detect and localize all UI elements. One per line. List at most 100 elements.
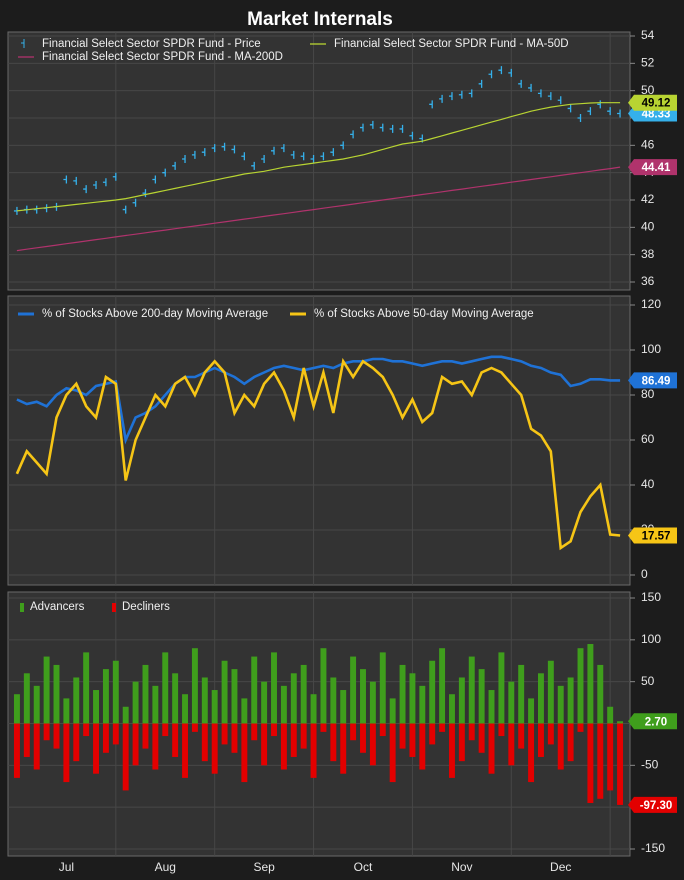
- bar: [231, 723, 238, 753]
- legend-swatch: [20, 603, 24, 612]
- price-bar: [152, 175, 157, 184]
- bar: [261, 681, 268, 724]
- value-tag-label: 2.70: [645, 716, 667, 728]
- bar: [320, 723, 327, 732]
- bar: [73, 677, 80, 724]
- price-bar: [439, 94, 443, 103]
- bar: [13, 723, 20, 778]
- bar: [429, 723, 436, 745]
- x-tick-label: Nov: [451, 860, 472, 874]
- bar: [419, 723, 426, 770]
- line: [16, 166, 621, 252]
- price-bar: [448, 92, 453, 101]
- legend-label: Financial Select Sector SPDR Fund - Pric…: [42, 38, 261, 50]
- price-bar: [132, 198, 137, 207]
- price-bar: [221, 142, 226, 151]
- bar: [617, 723, 624, 805]
- legend-label: Financial Select Sector SPDR Fund - MA-5…: [334, 38, 569, 50]
- price-bar: [83, 185, 87, 194]
- bar: [23, 673, 30, 724]
- bar: [498, 652, 505, 724]
- bar: [518, 664, 525, 724]
- bar: [597, 723, 604, 799]
- price-bar: [389, 124, 394, 133]
- y-tick-label: 54: [641, 28, 655, 42]
- bar: [547, 660, 554, 724]
- price-bar: [241, 152, 245, 161]
- bar: [468, 723, 475, 741]
- bar: [360, 723, 366, 753]
- x-tick-label: Jul: [59, 860, 74, 874]
- y-tick-label: -150: [641, 841, 665, 855]
- price-bar: [280, 144, 285, 153]
- price-bar: [567, 104, 572, 113]
- bar: [330, 677, 337, 724]
- bar: [280, 685, 287, 724]
- line: [16, 102, 621, 212]
- bar: [112, 723, 119, 745]
- value-tag: [628, 713, 677, 730]
- price-bar: [350, 130, 354, 139]
- bar: [162, 723, 169, 737]
- bar: [241, 698, 248, 724]
- bar: [290, 673, 297, 724]
- bar: [498, 723, 505, 737]
- bar: [152, 723, 159, 770]
- value-tag-label: 17.57: [642, 530, 671, 542]
- bar: [607, 723, 614, 791]
- bar: [300, 723, 307, 749]
- bar: [172, 673, 179, 724]
- bar: [261, 723, 268, 766]
- x-tick-label: Sep: [253, 860, 275, 874]
- price-bar: [369, 120, 374, 129]
- bar: [379, 652, 386, 724]
- bar: [478, 669, 485, 724]
- bar: [13, 694, 20, 724]
- x-tick-label: Oct: [354, 860, 373, 874]
- bar: [389, 698, 396, 724]
- bar: [528, 698, 535, 724]
- price-bar: [271, 146, 275, 155]
- price-bar: [330, 148, 334, 157]
- bar: [508, 681, 515, 724]
- bar: [102, 723, 109, 753]
- price-bar: [508, 68, 512, 77]
- bar: [567, 723, 574, 762]
- bar: [172, 723, 179, 757]
- bar: [577, 723, 584, 732]
- bar: [577, 648, 584, 724]
- price-bar: [528, 83, 532, 92]
- bar: [221, 723, 228, 745]
- price-bar: [518, 79, 522, 88]
- bar: [617, 721, 624, 724]
- y-tick-label: 40: [641, 477, 655, 491]
- price-bar: [478, 79, 483, 88]
- bar: [83, 723, 90, 737]
- y-tick-label: 80: [641, 387, 655, 401]
- bar: [369, 723, 376, 766]
- bar: [528, 723, 535, 783]
- bar: [280, 723, 287, 770]
- price-bar: [231, 145, 236, 154]
- y-tick-label: 52: [641, 56, 655, 70]
- bar: [419, 685, 426, 724]
- bar: [73, 723, 80, 762]
- y-tick-label: 0: [641, 567, 648, 581]
- price-bar: [557, 96, 562, 105]
- value-tag-label: 44.41: [642, 162, 671, 174]
- legend-swatch: [21, 39, 25, 48]
- bar: [399, 664, 406, 724]
- bar: [211, 723, 218, 774]
- bar: [201, 723, 208, 762]
- price-bar: [617, 109, 621, 118]
- bar: [488, 690, 495, 724]
- value-tag-label: 48.33: [642, 109, 671, 121]
- price-bar: [488, 70, 493, 79]
- bar: [537, 723, 544, 757]
- bar: [251, 723, 258, 741]
- price-bar: [458, 90, 463, 99]
- bar: [271, 723, 277, 737]
- price-bar: [290, 150, 295, 159]
- value-tag: [628, 372, 677, 389]
- price-bar: [409, 131, 414, 140]
